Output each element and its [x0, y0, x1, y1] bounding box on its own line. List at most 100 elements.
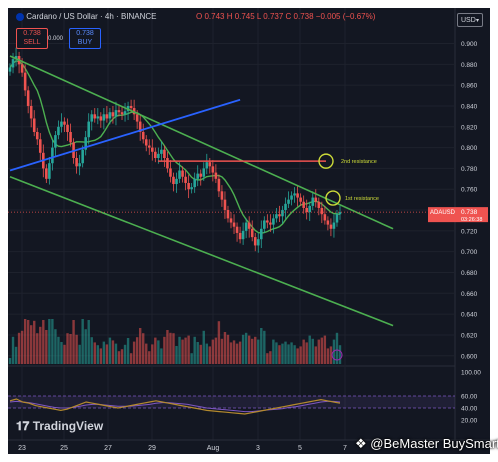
- candle-body: [305, 207, 308, 213]
- volume-bar: [235, 343, 239, 364]
- volume-bar: [33, 320, 36, 364]
- channel-upper-line: [9, 55, 394, 230]
- sell-button[interactable]: 0.738 SELL: [16, 28, 48, 49]
- buy-price: 0.738: [76, 30, 94, 37]
- volume-bar: [66, 333, 69, 364]
- candle-body: [166, 158, 169, 169]
- candle-body: [193, 178, 196, 188]
- candle-body: [329, 224, 333, 229]
- candle-body: [278, 214, 281, 217]
- candle-body: [223, 199, 227, 211]
- candle-body: [217, 178, 221, 192]
- volume-bar: [238, 341, 242, 364]
- volume-bar: [181, 339, 184, 364]
- candle-body: [335, 214, 339, 223]
- y-tick-label: 0.700: [461, 249, 478, 256]
- volume-bar: [29, 325, 33, 364]
- volume-bar: [175, 346, 178, 364]
- volume-bar: [166, 330, 169, 364]
- currency-selector[interactable]: USD ▾: [457, 13, 483, 27]
- candle-body: [105, 114, 109, 119]
- candle-body: [299, 197, 302, 202]
- candle-body: [196, 173, 200, 179]
- volume-bar: [320, 337, 324, 364]
- watermark-icon: ❖: [355, 436, 367, 451]
- candle-body: [214, 172, 218, 179]
- resistance-label: 2nd resistance: [341, 159, 377, 165]
- volume-bar: [172, 333, 175, 364]
- ohlc-readout: O 0.743 H 0.745 L 0.737 C 0.738 −0.005 (…: [196, 12, 376, 21]
- volume-bar: [84, 329, 87, 364]
- volume-bar: [326, 348, 330, 364]
- volume-bar: [220, 338, 224, 364]
- volume-bar: [117, 351, 121, 364]
- volume-bar: [23, 319, 27, 364]
- candle-body: [172, 176, 175, 185]
- candle-body: [259, 228, 263, 240]
- candle-body: [20, 64, 24, 73]
- candle-body: [96, 116, 100, 119]
- volume-bar: [269, 351, 272, 364]
- x-tick-label: 7: [343, 445, 347, 452]
- volume-bar: [114, 343, 118, 364]
- y-tick-label: 0.760: [461, 187, 478, 194]
- y-tick-label: 0.800: [461, 145, 478, 152]
- candle-body: [238, 232, 242, 240]
- candle-body: [99, 116, 103, 121]
- candle-body: [29, 105, 33, 119]
- volume-bar: [281, 343, 284, 364]
- oscillator-tick-label: 40.00: [461, 406, 478, 413]
- x-tick-label: Aug: [207, 445, 220, 452]
- volume-bar: [272, 339, 275, 364]
- candle-body: [150, 147, 154, 152]
- candle-body: [250, 228, 254, 238]
- candle-body: [114, 110, 118, 117]
- volume-bar: [163, 336, 166, 364]
- volume-bar: [145, 343, 148, 364]
- volume-bar: [20, 330, 24, 364]
- volume-bar: [63, 344, 66, 364]
- current-price-label: 0.738: [461, 209, 478, 216]
- volume-bar: [335, 332, 339, 364]
- volume-bar: [169, 332, 172, 364]
- candle-body: [220, 191, 224, 200]
- volume-bar: [69, 334, 72, 364]
- volume-bar: [160, 348, 163, 364]
- candle-body: [199, 173, 203, 177]
- candle-body: [247, 222, 251, 229]
- candle-body: [129, 105, 133, 109]
- chevron-down-icon: ▾: [475, 18, 479, 24]
- buy-button[interactable]: 0.738 BUY: [69, 28, 101, 49]
- volume-bar: [223, 332, 227, 364]
- candle-body: [190, 187, 193, 190]
- candle-body: [117, 110, 121, 113]
- volume-bar: [254, 336, 257, 364]
- x-tick-label: 5: [298, 445, 302, 452]
- volume-bar: [305, 342, 308, 364]
- volume-bar: [81, 319, 84, 364]
- volume-bar: [232, 340, 236, 364]
- tradingview-logo: 𝟏𝟕 TradingView: [16, 419, 103, 434]
- volume-bar: [290, 342, 293, 364]
- volume-bar: [39, 326, 42, 364]
- volume-bar: [90, 337, 93, 364]
- tradingview-logo-text: TradingView: [32, 419, 104, 433]
- candle-body: [26, 90, 30, 106]
- x-tick-label: 25: [60, 445, 68, 452]
- candle-body: [90, 114, 94, 122]
- volume-bar: [126, 338, 130, 364]
- candle-body: [320, 207, 324, 215]
- y-tick-label: 0.680: [461, 270, 478, 277]
- volume-bar: [226, 334, 230, 364]
- y-tick-label: 0.720: [461, 228, 478, 235]
- price-axis-panel: [455, 8, 490, 454]
- volume-bar: [190, 353, 193, 364]
- chart-title: Cardano / US Dollar · 4h · BINANCE: [26, 12, 157, 21]
- candle-body: [311, 197, 315, 206]
- y-tick-label: 0.640: [461, 312, 478, 319]
- candle-body: [178, 170, 181, 179]
- oscillator-signal-line: [9, 400, 341, 413]
- volume-bar: [184, 337, 187, 364]
- volume-bar: [247, 335, 251, 364]
